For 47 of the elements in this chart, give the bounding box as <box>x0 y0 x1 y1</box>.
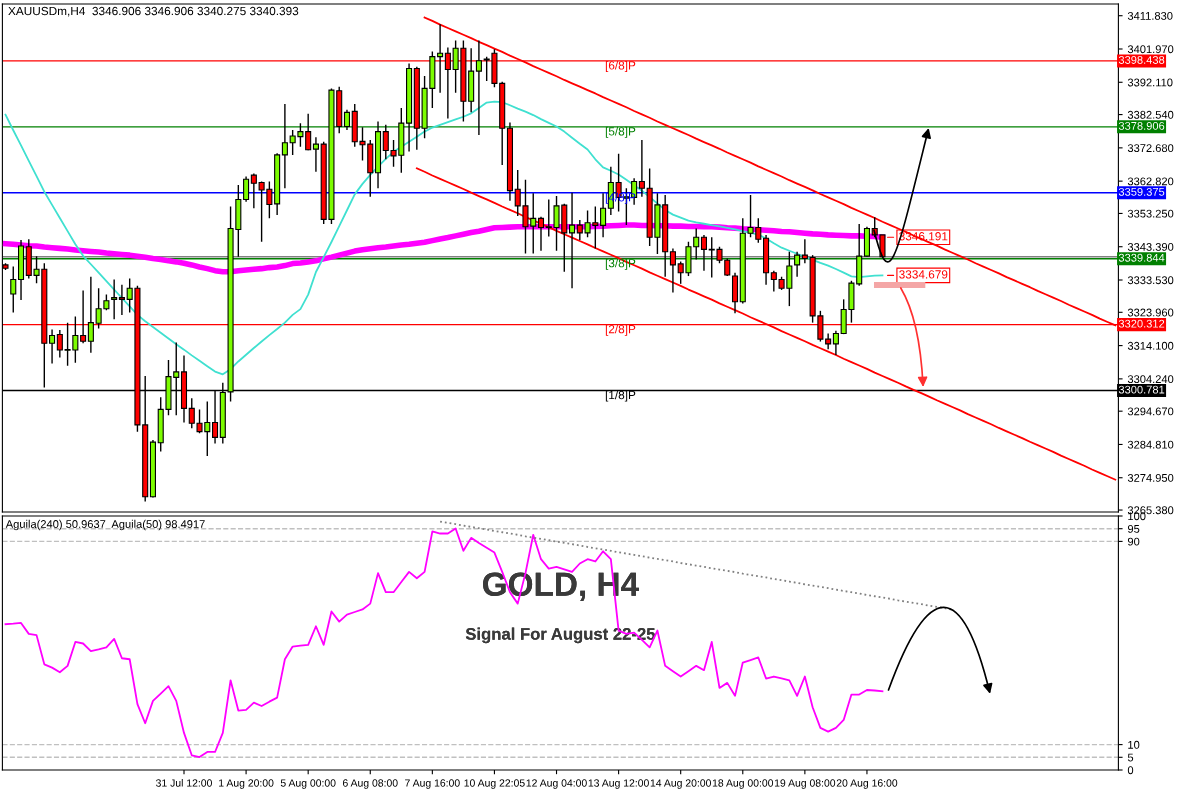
x-tick-label: 7 Aug 16:00 <box>405 779 460 789</box>
y-tick-label: 3353.250 <box>1127 209 1174 218</box>
text: 3359.375 <box>1118 187 1165 196</box>
chart-title: XAUUSDm,H4 3346.906 3346.906 3340.275 3340.393 <box>8 6 299 17</box>
x-tick-label: 10 Aug 22:05 <box>464 779 525 789</box>
ref-line-label: [3/8]P <box>605 258 636 270</box>
y-tick-label: 3304.240 <box>1127 375 1174 384</box>
x-tick-label: 12 Aug 04:00 <box>526 779 587 789</box>
text: 3320.312 <box>1118 319 1165 328</box>
y-tick-label: 3382.540 <box>1127 110 1174 119</box>
y-tick-label: 95 <box>1127 524 1140 533</box>
y-tick-label: 3274.950 <box>1127 474 1174 482</box>
y-tick-label: 3343.390 <box>1127 242 1174 251</box>
ref-line-label: [4/8]P <box>605 192 636 204</box>
y-tick-label: 3284.810 <box>1127 440 1174 449</box>
text: 3398.438 <box>1118 56 1165 64</box>
y-tick-label: 0 <box>1127 766 1134 775</box>
y-tick-label: 3323.960 <box>1127 308 1174 317</box>
x-tick-label: 1 Aug 20:00 <box>219 779 274 789</box>
y-tick-label: 3362.820 <box>1127 177 1174 186</box>
y-tick-label: 3333.530 <box>1127 276 1174 285</box>
y-tick-label: 3294.670 <box>1127 407 1174 416</box>
x-tick-label: 13 Aug 12:00 <box>588 779 649 789</box>
x-tick-label: 14 Aug 20:00 <box>650 779 711 789</box>
x-tick-label: 18 Aug 00:00 <box>712 779 774 789</box>
y-tick-label: 3372.680 <box>1127 144 1174 152</box>
x-tick-label: 5 Aug 00:00 <box>280 779 336 789</box>
text: 3339.844 <box>1118 253 1165 262</box>
x-tick-label: 19 Aug 08:00 <box>774 779 836 789</box>
ref-line-label: [5/8]P <box>605 126 636 138</box>
ref-line-label: [1/8]P <box>605 390 636 402</box>
y-tick-label: 90 <box>1127 537 1140 546</box>
y-tick-label: 3392.110 <box>1127 78 1173 87</box>
text: 3300.781 <box>1118 385 1165 394</box>
y-tick-label: 3401.970 <box>1127 45 1174 54</box>
y-tick-label: 10 <box>1128 740 1140 749</box>
ref-line-label: [2/8]P <box>605 324 636 336</box>
y-tick-label: 5 <box>1127 753 1134 762</box>
x-tick-label: 20 Aug 16:00 <box>836 779 898 789</box>
text: 3378.906 <box>1118 121 1165 130</box>
y-tick-label: 3411.830 <box>1127 11 1173 20</box>
y-tick-label: 3314.100 <box>1127 341 1174 350</box>
x-tick-label: 6 Aug 08:00 <box>342 779 398 789</box>
ref-line-label: [6/8]P <box>605 60 636 72</box>
annotation: 3334.679 <box>899 270 948 279</box>
x-tick-label: 31 Jul 12:00 <box>156 779 212 787</box>
annotation: Aguila(240) 50.9637 Aguila(50) 98.4917 <box>5 519 205 531</box>
